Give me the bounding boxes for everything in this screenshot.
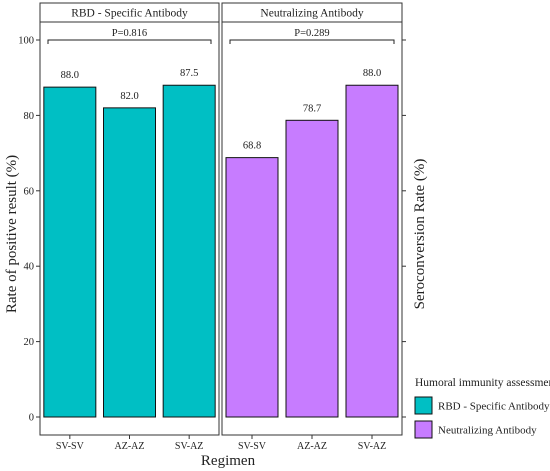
- panel-1: RBD - Specific Antibody 88.0 SV-SV 82.0 AZ-A…: [39, 2, 220, 452]
- data-label: 78.7: [303, 103, 321, 114]
- y-tick-label: 40: [24, 262, 35, 273]
- y-tick-label: 100: [18, 36, 34, 47]
- y-axis-label-left: Rate of positive result (%): [4, 155, 20, 313]
- bar: [162, 84, 216, 418]
- legend-label: Neutralizing Antibody: [438, 425, 537, 437]
- data-label: 88.0: [61, 70, 79, 81]
- legend-title: Humoral immunity assessment: [415, 377, 550, 389]
- panel-title: RBD - Specific Antibody: [71, 8, 188, 20]
- p-value-bracket: [47, 39, 212, 44]
- x-tick-label: SV-AZ: [175, 441, 204, 452]
- y-tick-label: 80: [24, 111, 35, 122]
- legend: Humoral immunity assessment RBD - Specif…: [414, 377, 550, 439]
- x-tick-label: SV-SV: [56, 441, 85, 452]
- x-tick-label: SV-SV: [238, 441, 267, 452]
- bar: [345, 84, 399, 418]
- x-tick-label: SV-AZ: [358, 441, 387, 452]
- bar: [225, 157, 279, 418]
- legend-label: RBD - Specific Antibody: [438, 401, 550, 413]
- data-label: 82.0: [120, 91, 138, 102]
- x-axis-label: Regimen: [201, 453, 256, 469]
- data-label: 68.8: [243, 141, 261, 152]
- y-tick-label: 60: [24, 186, 35, 197]
- panels-layer: RBD - Specific Antibody 88.0 SV-SV 82.0 AZ-A…: [39, 2, 403, 452]
- p-value-label: P=0.816: [112, 28, 147, 39]
- bar: [285, 119, 339, 418]
- y-tick-label: 20: [24, 337, 35, 348]
- legend-swatch: [414, 420, 433, 439]
- bar: [103, 107, 156, 418]
- legend-swatch: [414, 396, 433, 415]
- bar: [43, 86, 97, 418]
- y-axis-label-right: Seroconversion Rate (%): [412, 159, 428, 310]
- panel-title: Neutralizing Antibody: [260, 8, 363, 20]
- legend-entries: RBD - Specific Antibody Neutralizing Anti…: [414, 396, 550, 439]
- x-tick-label: AZ-AZ: [115, 441, 145, 452]
- panel-2: Neutralizing Antibody 68.8 SV-SV 78.7 AZ-AZ 8…: [221, 2, 403, 452]
- x-tick-label: AZ-AZ: [297, 441, 327, 452]
- p-value-bracket: [229, 39, 395, 44]
- axis-layer: 0 20 40 60 80 100: [18, 36, 406, 424]
- data-label: 88.0: [363, 68, 381, 79]
- data-label: 87.5: [180, 68, 198, 79]
- y-tick-label: 0: [29, 413, 34, 424]
- p-value-label: P=0.289: [294, 28, 329, 39]
